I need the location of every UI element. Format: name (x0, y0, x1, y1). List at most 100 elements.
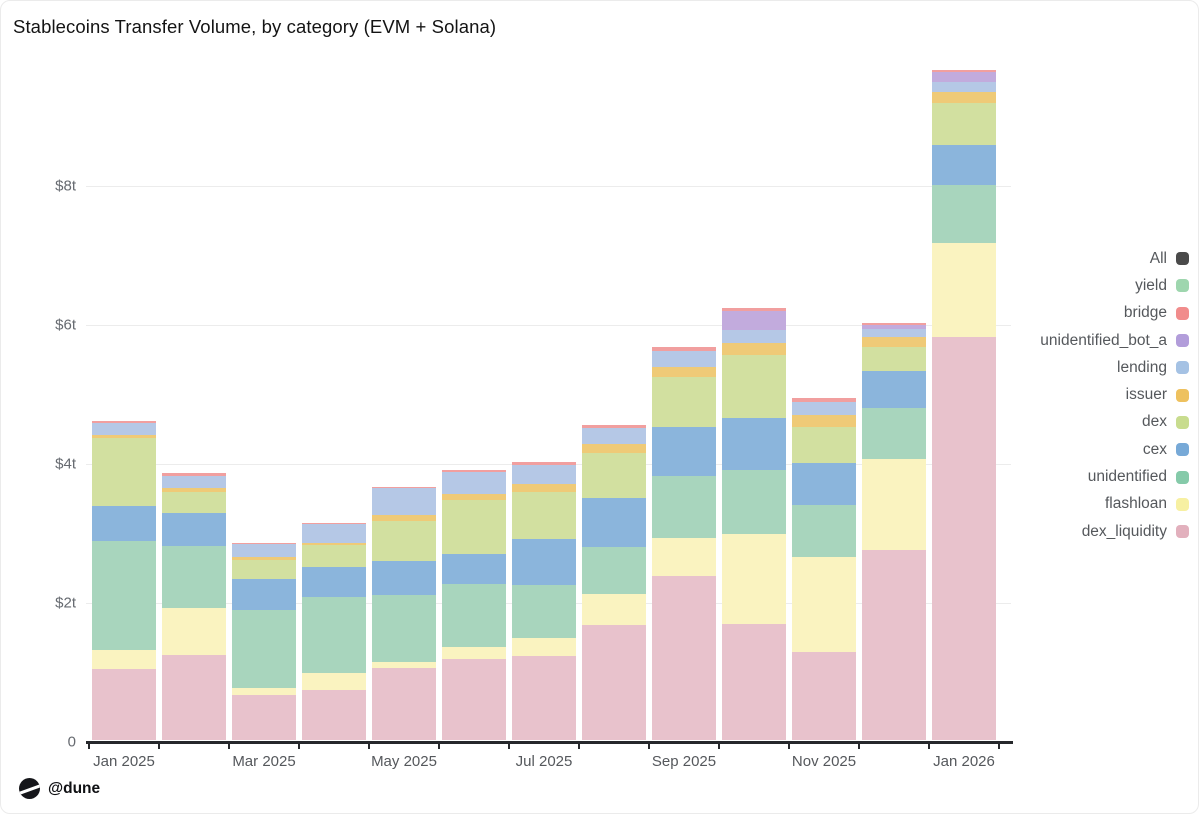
bar-segment-flashloan[interactable] (232, 687, 296, 695)
bar-segment-bridge[interactable] (652, 346, 716, 351)
stacked-bar-jun-2025[interactable] (442, 469, 506, 740)
bar-segment-cex[interactable] (792, 462, 856, 506)
legend-item-unidentified_bot_a[interactable]: unidentified_bot_a (1002, 327, 1189, 354)
legend-item-lending[interactable]: lending (1002, 354, 1189, 381)
bar-segment-bridge[interactable] (932, 70, 996, 73)
bar-segment-unidentified_bot_a[interactable] (862, 325, 926, 330)
bar-segment-issuer[interactable] (722, 343, 786, 355)
bar-segment-flashloan[interactable] (582, 594, 646, 625)
bar-segment-dex[interactable] (162, 491, 226, 513)
bar-segment-issuer[interactable] (162, 487, 226, 492)
bar-segment-dex_liquidity[interactable] (932, 336, 996, 740)
legend-item-cex[interactable]: cex (1002, 436, 1189, 463)
stacked-bar-jan-2025[interactable] (92, 421, 156, 740)
bar-segment-unidentified[interactable] (92, 541, 156, 651)
bar-segment-issuer[interactable] (652, 366, 716, 378)
stacked-bar-oct-2025[interactable] (722, 308, 786, 740)
bar-segment-issuer[interactable] (512, 484, 576, 492)
bar-segment-unidentified[interactable] (792, 505, 856, 558)
legend-item-yield[interactable]: yield (1002, 272, 1189, 299)
bar-segment-lending[interactable] (232, 544, 296, 558)
bar-segment-unidentified[interactable] (722, 470, 786, 535)
stacked-bar-apr-2025[interactable] (302, 523, 366, 740)
bar-segment-bridge[interactable] (92, 421, 156, 424)
bar-segment-cex[interactable] (92, 505, 156, 542)
bar-segment-dex_liquidity[interactable] (162, 655, 226, 740)
bar-segment-lending[interactable] (932, 81, 996, 93)
bar-segment-dex_liquidity[interactable] (582, 624, 646, 740)
bar-segment-dex[interactable] (932, 102, 996, 146)
bar-segment-bridge[interactable] (582, 425, 646, 428)
bar-segment-lending[interactable] (162, 475, 226, 488)
bar-segment-bridge[interactable] (722, 308, 786, 312)
bar-segment-unidentified[interactable] (302, 596, 366, 674)
bar-segment-lending[interactable] (512, 464, 576, 485)
bar-segment-bridge[interactable] (862, 323, 926, 326)
stacked-bar-may-2025[interactable] (372, 487, 436, 740)
legend-item-dex_liquidity[interactable]: dex_liquidity (1002, 518, 1189, 545)
bar-segment-cex[interactable] (512, 539, 576, 586)
stacked-bar-jul-2025[interactable] (512, 462, 576, 740)
bar-segment-unidentified_bot_a[interactable] (722, 311, 786, 330)
bar-segment-issuer[interactable] (862, 336, 926, 348)
bar-segment-dex_liquidity[interactable] (862, 550, 926, 740)
bar-segment-dex_liquidity[interactable] (792, 651, 856, 740)
bar-segment-unidentified[interactable] (442, 583, 506, 647)
bar-segment-dex_liquidity[interactable] (652, 575, 716, 740)
bar-segment-lending[interactable] (442, 471, 506, 495)
bar-segment-dex[interactable] (862, 347, 926, 371)
bar-segment-bridge[interactable] (232, 542, 296, 545)
bar-segment-dex_liquidity[interactable] (232, 694, 296, 740)
bar-segment-dex[interactable] (792, 427, 856, 463)
bar-segment-lending[interactable] (302, 523, 366, 543)
bar-segment-dex[interactable] (232, 560, 296, 579)
bar-segment-dex_liquidity[interactable] (442, 659, 506, 740)
bar-segment-dex_liquidity[interactable] (302, 689, 366, 740)
bar-segment-dex[interactable] (652, 377, 716, 428)
bar-segment-unidentified[interactable] (512, 585, 576, 638)
bar-segment-flashloan[interactable] (862, 459, 926, 551)
bar-segment-cex[interactable] (302, 566, 366, 597)
bar-segment-lending[interactable] (372, 487, 436, 515)
bar-segment-lending[interactable] (862, 329, 926, 337)
bar-segment-flashloan[interactable] (442, 646, 506, 660)
bar-segment-bridge[interactable] (512, 462, 576, 465)
bar-segment-dex[interactable] (302, 545, 366, 567)
bar-segment-dex[interactable] (372, 521, 436, 561)
bar-segment-bridge[interactable] (162, 473, 226, 476)
bar-segment-unidentified[interactable] (652, 475, 716, 538)
bar-segment-lending[interactable] (92, 423, 156, 435)
stacked-bar-aug-2025[interactable] (582, 425, 646, 740)
bar-segment-unidentified[interactable] (862, 407, 926, 460)
bar-segment-unidentified[interactable] (232, 610, 296, 688)
bar-segment-cex[interactable] (442, 554, 506, 584)
bar-segment-issuer[interactable] (442, 494, 506, 500)
bar-segment-cex[interactable] (372, 560, 436, 595)
bar-segment-cex[interactable] (162, 512, 226, 547)
bar-segment-cex[interactable] (232, 578, 296, 611)
bar-segment-issuer[interactable] (582, 443, 646, 453)
bar-segment-unidentified[interactable] (932, 184, 996, 244)
bar-segment-issuer[interactable] (932, 92, 996, 103)
bar-segment-cex[interactable] (862, 370, 926, 408)
bar-segment-issuer[interactable] (92, 434, 156, 438)
bar-segment-issuer[interactable] (302, 542, 366, 546)
bar-segment-unidentified_bot_a[interactable] (932, 72, 996, 82)
bar-segment-dex_liquidity[interactable] (92, 669, 156, 740)
legend-item-dex[interactable]: dex (1002, 409, 1189, 436)
bar-segment-bridge[interactable] (372, 487, 436, 488)
bar-segment-dex[interactable] (92, 437, 156, 506)
bar-segment-cex[interactable] (582, 498, 646, 547)
bar-segment-flashloan[interactable] (932, 243, 996, 337)
bar-segment-lending[interactable] (582, 427, 646, 444)
bar-segment-lending[interactable] (792, 402, 856, 415)
bar-segment-flashloan[interactable] (302, 673, 366, 690)
bar-segment-flashloan[interactable] (792, 557, 856, 652)
bar-segment-cex[interactable] (722, 417, 786, 471)
bar-segment-lending[interactable] (652, 350, 716, 367)
bar-segment-flashloan[interactable] (162, 607, 226, 656)
bar-segment-unidentified[interactable] (372, 594, 436, 663)
legend-item-bridge[interactable]: bridge (1002, 300, 1189, 327)
bar-segment-issuer[interactable] (372, 514, 436, 522)
bar-segment-unidentified[interactable] (162, 546, 226, 608)
